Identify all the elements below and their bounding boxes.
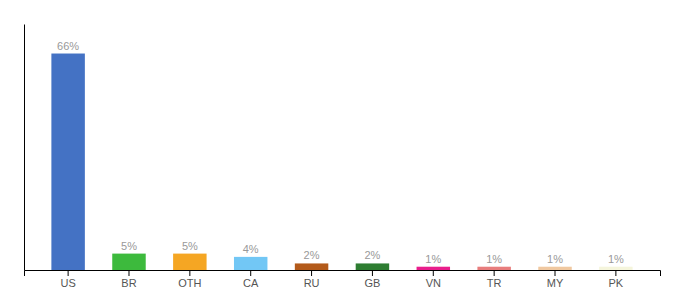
x-tick: RU: [304, 270, 320, 289]
data-label: 4%: [243, 243, 259, 255]
x-tick-mark: [68, 270, 69, 276]
data-label: 2%: [304, 249, 320, 261]
x-tick-label: BR: [121, 277, 136, 289]
x-tick-mark: [189, 270, 190, 276]
x-tick-mark: [128, 270, 129, 276]
x-tick-label: VN: [426, 277, 441, 289]
data-labels: 66% 5% 5% 4% 2% 2% 1% 1% 1% 1%: [57, 40, 624, 265]
bar: [538, 267, 571, 270]
x-tick: VN: [426, 270, 441, 289]
x-tick-label: CA: [243, 277, 259, 289]
data-label: 2%: [364, 249, 380, 261]
x-tick-label: PK: [609, 277, 624, 289]
x-tick-label: OTH: [178, 277, 201, 289]
x-tick: OTH: [178, 270, 201, 289]
x-tick: MY: [547, 270, 564, 289]
bar: [173, 254, 206, 270]
bars: [51, 54, 632, 270]
data-label: 1%: [547, 253, 563, 265]
data-label: 1%: [608, 253, 624, 265]
bar: [51, 54, 84, 270]
x-tick-mark: [372, 270, 373, 276]
x-tick: US: [60, 270, 75, 289]
bar: [477, 267, 510, 270]
chart: US BR OTH CA RU GB VN TR MY PK 66% 5% 5% 4% 2% 2% 1% 1% 1%…: [0, 0, 680, 300]
x-tick-mark: [494, 270, 495, 276]
bar: [599, 267, 632, 270]
plot: US BR OTH CA RU GB VN TR MY PK 66% 5% 5% 4% 2% 2% 1% 1% 1%…: [25, 25, 661, 289]
x-axis-line: [25, 271, 661, 277]
x-tick-mark: [555, 270, 556, 276]
bar: [417, 267, 450, 270]
x-tick-label: RU: [304, 277, 320, 289]
x-tick-mark: [250, 270, 251, 276]
bar: [234, 257, 267, 270]
x-tick: PK: [609, 270, 624, 289]
x-tick-label: MY: [547, 277, 564, 289]
data-label: 5%: [182, 240, 198, 252]
y-axis-line: [24, 25, 25, 271]
data-label: 66%: [57, 40, 79, 52]
x-axis: US BR OTH CA RU GB VN TR MY PK: [25, 270, 661, 289]
x-tick-label: US: [60, 277, 75, 289]
x-tick-label: TR: [487, 277, 502, 289]
x-tick-mark: [311, 270, 312, 276]
data-label: 1%: [425, 253, 441, 265]
bar: [295, 263, 328, 270]
x-tick-mark: [615, 270, 616, 276]
x-tick: TR: [487, 270, 502, 289]
bar: [112, 254, 145, 270]
bar: [356, 263, 389, 270]
data-label: 5%: [121, 240, 137, 252]
y-axis: [24, 25, 25, 271]
x-tick: GB: [364, 270, 380, 289]
x-tick: CA: [243, 270, 259, 289]
x-tick: BR: [121, 270, 136, 289]
x-tick-label: GB: [364, 277, 380, 289]
data-label: 1%: [486, 253, 502, 265]
x-tick-mark: [433, 270, 434, 276]
